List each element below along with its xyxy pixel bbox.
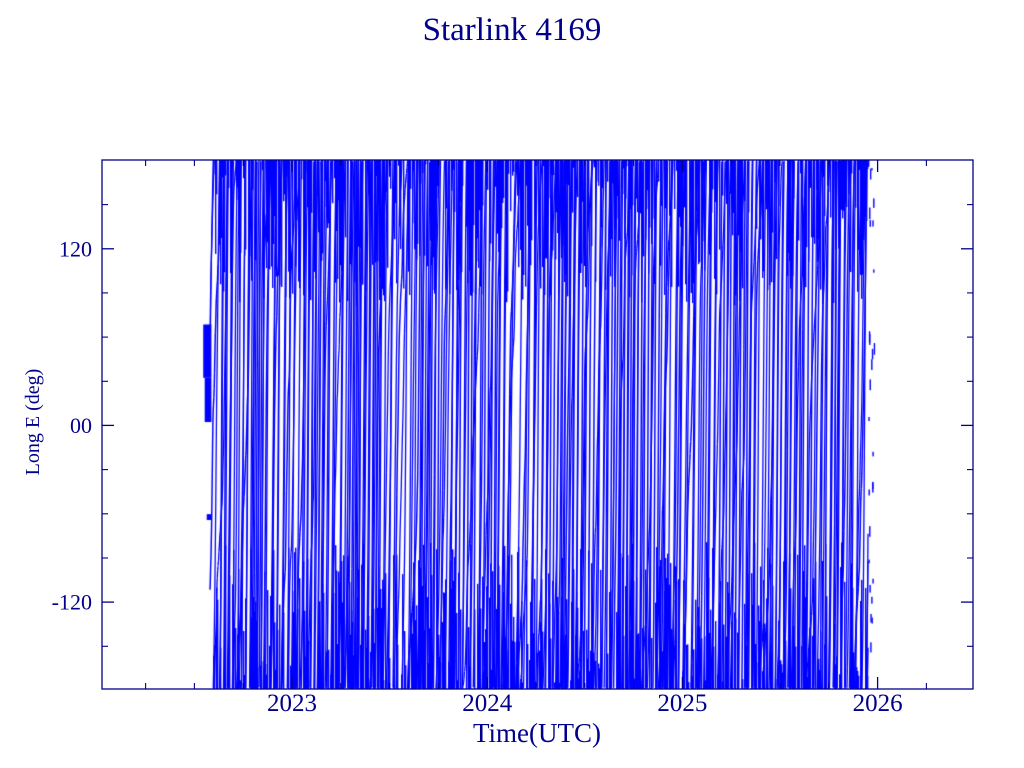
svg-text:2023: 2023 xyxy=(267,690,317,717)
svg-text:-120: -120 xyxy=(52,590,92,615)
svg-text:Long E (deg): Long E (deg) xyxy=(22,369,44,476)
svg-text:2025: 2025 xyxy=(657,690,707,717)
svg-text:00: 00 xyxy=(70,413,92,438)
svg-text:Time(UTC): Time(UTC) xyxy=(473,718,601,748)
svg-text:Starlink 4169: Starlink 4169 xyxy=(423,12,602,48)
svg-text:120: 120 xyxy=(59,236,92,261)
svg-text:2024: 2024 xyxy=(462,690,513,717)
svg-text:2026: 2026 xyxy=(853,690,903,717)
